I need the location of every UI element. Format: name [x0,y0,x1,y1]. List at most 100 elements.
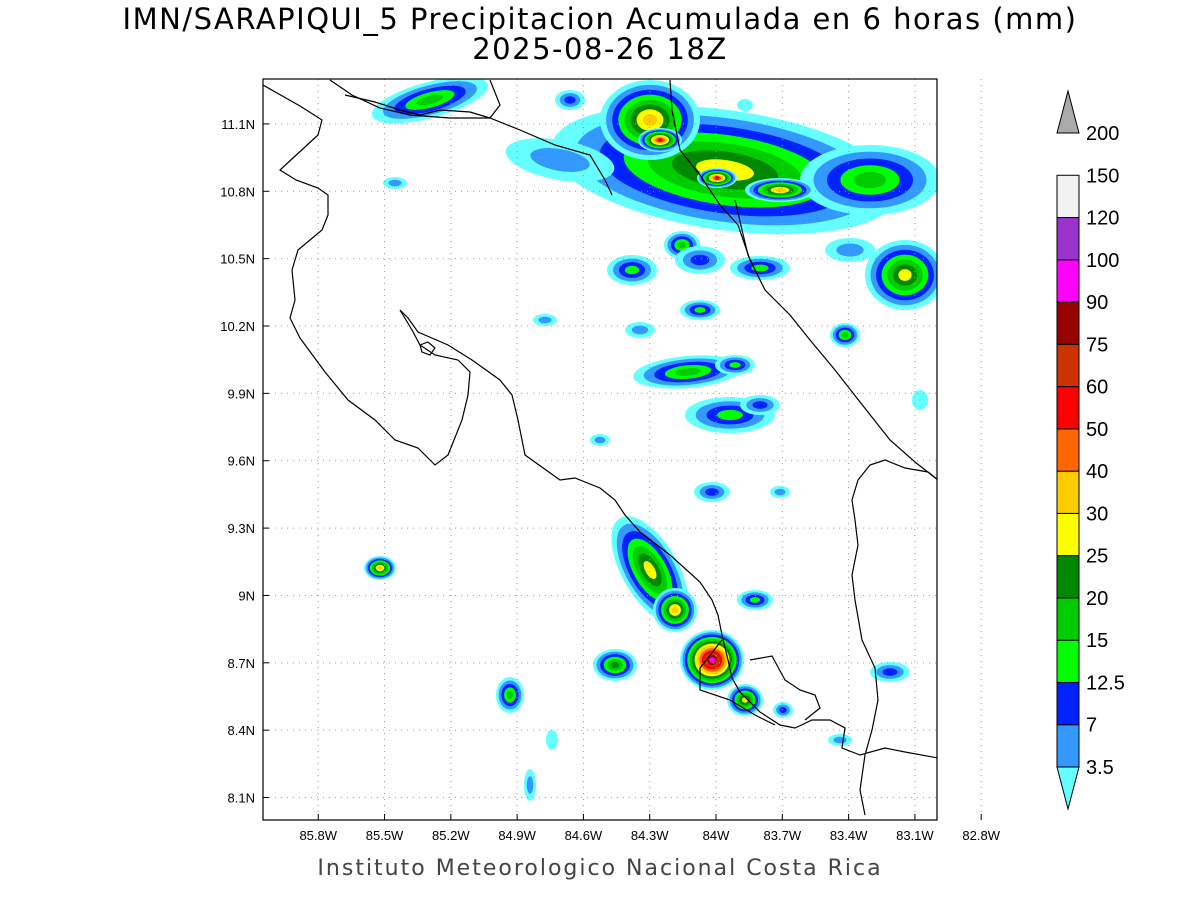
precip-contour [742,697,748,703]
colorbar-label: 60 [1086,377,1108,399]
border-panama [669,79,937,480]
colorbar-bin [1056,597,1080,641]
colorbar-bin [1056,386,1080,430]
colorbar-bin [1056,259,1080,303]
coastline-segment [734,199,761,281]
chart-subtitle-date: 2025-08-26 18Z [472,32,728,66]
colorbar-label: 90 [1086,292,1108,314]
precip-contour [882,668,898,676]
colorbar-label: 50 [1086,419,1108,441]
colorbar-label: 150 [1086,165,1119,187]
lon-tick-label: 84W [703,828,730,843]
lon-tick-label: 84.6W [565,828,603,843]
colorbar-label: 12.5 [1086,672,1125,694]
lon-tick-label: 84.9W [498,828,536,843]
precip-contour [749,597,761,603]
precipitation-field [364,79,937,801]
precip-contour [705,488,719,496]
footer-credit: Instituto Meteorologico Nacional Costa R… [317,856,883,881]
precip-contour [841,332,849,338]
lon-tick-label: 83.4W [830,828,868,843]
precip-contour [737,99,753,111]
lon-tick-label: 82.8W [962,828,1000,843]
colorbar-label: 30 [1086,503,1108,525]
osa-peninsula [699,639,776,726]
colorbar-bin [1056,428,1080,472]
precip-contour [530,148,590,172]
colorbar-label: 25 [1086,546,1108,568]
precip-contour [564,96,576,104]
precip-contour [675,368,701,376]
colorbar-label: 120 [1086,208,1119,230]
precip-contour [779,707,787,713]
lat-tick-label: 9.6N [228,454,255,469]
precip-contour [506,690,514,700]
precip-contour [388,179,402,187]
lon-tick-label: 84.3W [631,828,669,843]
precip-contour [631,325,649,335]
colorbar-bin [1056,555,1080,599]
colorbar-bin [1056,681,1080,726]
burica-peninsula [749,655,821,721]
precip-contour [774,488,786,496]
lat-tick-label: 10.8N [220,184,255,199]
colorbar-bin [1056,301,1080,345]
precip-contour [642,114,658,126]
lat-tick-label: 9.9N [228,386,255,401]
lon-tick-label: 83.7W [764,828,802,843]
colorbar-bin [1056,512,1080,557]
precip-contour [690,254,710,266]
lake-nicaragua-shore [329,79,613,196]
precip-contour [677,241,687,249]
colorbar-legend: 3.5 7 12.5 15 20 25 30 40 50 60 75 90 100 120 150 200 [1056,89,1125,811]
colorbar-label: 40 [1086,461,1108,483]
longitude-axis: 85.8W 85.5W 85.2W 84.9W 84.6W 84.3W 84W 83.7W 83… [299,814,1001,843]
colorbar-bin [1056,343,1080,388]
colorbar-bin [1056,470,1080,514]
colorbar-label: 7 [1086,715,1097,737]
colorbar-bin [1056,217,1080,261]
precip-contour [752,401,768,409]
colorbar-label: 15 [1086,630,1108,652]
lat-tick-label: 10.5N [220,252,255,267]
lat-tick-label: 9N [238,588,255,603]
lon-tick-label: 85.2W [432,828,470,843]
precip-contour [671,606,679,614]
precip-contour [377,566,383,570]
lat-tick-label: 8.7N [228,656,255,671]
precip-contour [624,265,640,275]
chart-title: IMN/SARAPIQUI_5 Precipitacion Acumulada … [122,2,1078,36]
precip-contour [546,730,558,750]
precip-contour [594,436,606,444]
precip-contour [774,188,786,192]
precip-contour [538,316,552,324]
lon-tick-label: 83.1W [896,828,934,843]
colorbar-bin [1056,174,1080,219]
precip-contour [709,657,715,663]
precip-contour [717,409,743,421]
lat-tick-label: 10.2N [220,319,255,334]
precip-contour [833,736,847,744]
coastline-caribbean [851,459,937,816]
border-nicaragua [344,79,501,119]
precip-contour [714,176,720,180]
precip-contour [898,269,912,281]
colorbar-label: 3.5 [1086,757,1114,779]
colorbar-bin [1056,766,1080,811]
precip-contour [657,138,663,142]
latitude-axis: 11.1N 10.8N 10.5N 10.2N 9.9N 9.6N 9.3N 9N 8.7N 8.… [220,117,269,806]
lat-tick-label: 9.3N [228,521,255,536]
lat-tick-label: 8.1N [228,791,255,806]
precip-contour [643,561,657,579]
precip-contour [836,243,864,257]
precip-contour [912,390,928,410]
coastline-pacific [263,84,937,759]
colorbar-label: 200 [1086,123,1119,145]
precip-contour [526,776,534,794]
map-frame [262,78,938,821]
colorbar-label: 75 [1086,334,1108,356]
island [419,341,436,356]
precip-contour [853,171,887,189]
precip-contour [416,94,444,106]
